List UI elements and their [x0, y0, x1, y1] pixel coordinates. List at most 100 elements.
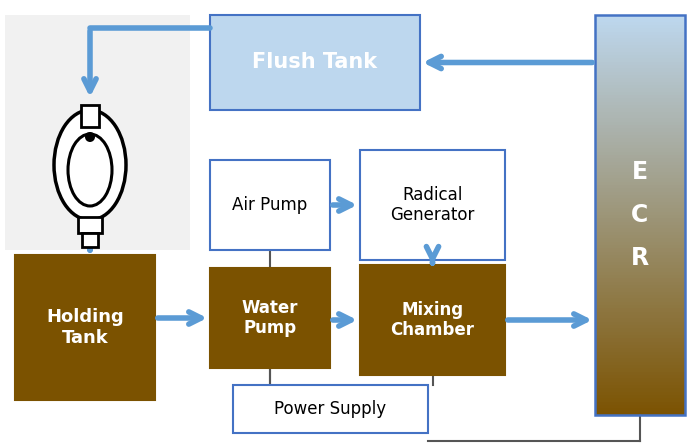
Bar — [595, 315, 685, 319]
Bar — [595, 152, 685, 156]
Bar — [595, 188, 685, 192]
Bar — [78, 217, 102, 233]
Bar — [595, 412, 685, 416]
Bar — [595, 85, 685, 89]
Bar — [595, 245, 685, 249]
Bar — [210, 268, 330, 368]
Bar — [595, 282, 685, 285]
Bar — [360, 265, 505, 375]
Bar — [595, 128, 685, 132]
Bar — [595, 212, 685, 215]
Bar — [595, 242, 685, 245]
Bar — [595, 29, 685, 32]
Bar — [595, 35, 685, 39]
Bar — [595, 388, 685, 392]
Bar — [595, 115, 685, 119]
Bar — [595, 295, 685, 299]
Bar — [595, 339, 685, 342]
Bar — [595, 238, 685, 242]
Bar — [5, 15, 190, 250]
Bar — [595, 398, 685, 402]
Text: Holding
Tank: Holding Tank — [46, 308, 124, 347]
Bar — [595, 219, 685, 222]
Bar — [595, 385, 685, 389]
Bar — [15, 255, 155, 400]
Bar — [595, 58, 685, 62]
Bar — [595, 25, 685, 29]
Bar — [595, 351, 685, 355]
Bar — [595, 52, 685, 55]
Bar — [360, 150, 505, 260]
Bar — [595, 82, 685, 86]
Bar — [81, 105, 99, 127]
Text: Mixing
Chamber: Mixing Chamber — [391, 301, 475, 339]
Bar — [595, 348, 685, 352]
Text: E
C
R: E C R — [631, 160, 649, 270]
Bar — [595, 308, 685, 312]
Bar — [210, 160, 330, 250]
Bar — [595, 231, 685, 235]
Bar — [595, 225, 685, 229]
Bar — [210, 15, 420, 110]
Bar — [595, 112, 685, 116]
Bar — [595, 395, 685, 399]
Bar — [595, 125, 685, 129]
Bar — [595, 142, 685, 145]
Bar — [595, 38, 685, 42]
Bar — [595, 155, 685, 159]
Ellipse shape — [68, 134, 112, 206]
Bar — [595, 15, 685, 19]
Bar — [595, 78, 685, 82]
Bar — [595, 15, 685, 415]
Bar — [595, 158, 685, 162]
Bar — [595, 102, 685, 106]
Bar — [595, 325, 685, 329]
Bar — [595, 105, 685, 109]
Bar — [595, 118, 685, 122]
Bar — [595, 272, 685, 276]
Bar — [595, 405, 685, 409]
Bar — [595, 165, 685, 169]
Bar — [595, 355, 685, 359]
Bar — [595, 198, 685, 202]
Bar — [595, 92, 685, 95]
Bar — [595, 202, 685, 206]
Bar — [595, 301, 685, 306]
Bar — [595, 375, 685, 379]
Bar — [595, 48, 685, 52]
Bar — [595, 262, 685, 265]
Bar — [595, 138, 685, 142]
Bar — [595, 382, 685, 385]
Bar — [595, 342, 685, 346]
Bar — [595, 149, 685, 152]
Bar — [595, 248, 685, 252]
Bar — [595, 255, 685, 259]
Bar — [595, 392, 685, 396]
Bar — [595, 145, 685, 149]
Bar — [595, 88, 685, 92]
Bar — [595, 62, 685, 66]
Bar — [595, 292, 685, 296]
Text: Water
Pump: Water Pump — [241, 299, 298, 338]
Bar — [595, 132, 685, 136]
Bar — [595, 41, 685, 45]
Bar — [233, 385, 428, 433]
Bar — [595, 278, 685, 282]
Bar — [595, 362, 685, 366]
Bar — [595, 285, 685, 289]
Bar — [595, 22, 685, 25]
Bar — [595, 108, 685, 112]
Bar — [595, 322, 685, 326]
Bar — [595, 205, 685, 209]
Bar — [595, 378, 685, 382]
Bar — [595, 55, 685, 59]
Bar — [595, 372, 685, 376]
Bar — [595, 168, 685, 172]
Bar — [595, 358, 685, 362]
Bar — [595, 175, 685, 179]
Bar — [595, 328, 685, 332]
Bar — [595, 185, 685, 189]
Bar — [595, 45, 685, 49]
Bar — [595, 98, 685, 102]
Bar — [595, 32, 685, 36]
